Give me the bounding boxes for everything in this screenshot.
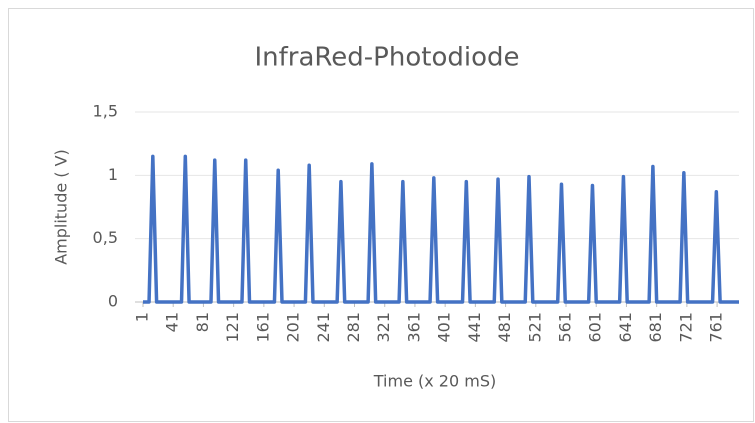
x-tick-label: 401 [435,312,454,343]
data-line [143,154,739,304]
chart-border [8,8,754,422]
x-tick-label: 481 [495,312,514,343]
x-tick-label: 41 [163,312,182,332]
x-tick-label: 561 [556,312,575,343]
x-tick-label: 281 [344,312,363,343]
x-tick-label: 1 [133,312,152,322]
x-tick-label: 681 [646,312,665,343]
y-tick-label: 1 [108,165,118,184]
x-tick-label: 601 [586,312,605,343]
x-tick-label: 361 [404,312,423,343]
x-tick-label: 81 [193,312,212,332]
y-tick-label: 0 [108,292,118,311]
x-tick-label: 321 [374,312,393,343]
x-tick-label: 641 [616,312,635,343]
y-axis-title: Amplitude ( V) [52,149,71,265]
y-tick-label: 1,5 [93,102,118,121]
x-tick-label: 201 [284,312,303,343]
x-tick-label: 241 [314,312,333,343]
x-axis-title: Time (x 20 mS) [373,372,496,391]
x-tick-label: 521 [525,312,544,343]
x-tick-label: 161 [253,312,272,343]
x-tick-label: 121 [223,312,242,343]
chart-title: InfraRed-Photodiode [254,43,519,73]
y-tick-label: 0,5 [93,228,118,247]
x-tick-label: 441 [465,312,484,343]
x-tick-label: 761 [707,312,726,343]
x-tick-label: 721 [676,312,695,343]
